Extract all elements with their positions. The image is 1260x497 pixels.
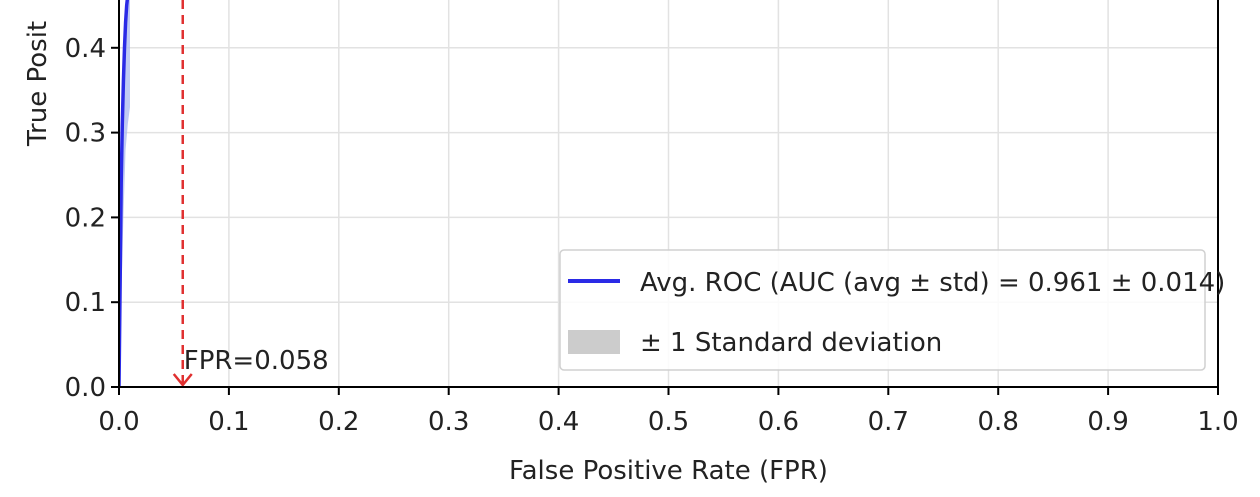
x-tick-label: 0.5 [648, 407, 689, 437]
x-tick-label: 0.8 [978, 407, 1019, 437]
x-tick-label: 0.9 [1087, 407, 1128, 437]
series-layer [119, 0, 130, 387]
legend-box [559, 249, 1206, 371]
x-tick-label: 0.2 [318, 407, 359, 437]
x-ticks: 0.0 0.1 0.2 0.3 0.4 0.5 0.6 0.7 0.8 0.9 1.0 [98, 387, 1239, 437]
legend-std-swatch [568, 330, 620, 354]
x-tick-label: 1.0 [1197, 407, 1238, 437]
x-axis-label: False Positive Rate (FPR) [509, 456, 828, 486]
avg-roc-line [119, 0, 130, 387]
y-tick-label: 0.1 [65, 288, 106, 318]
legend: Avg. ROC (AUC (avg ± std) = 0.961 ± 0.01… [559, 249, 1225, 371]
x-tick-label: 0.7 [868, 407, 909, 437]
fpr-annotation: FPR=0.058 [184, 346, 329, 376]
x-tick-label: 0.4 [538, 407, 579, 437]
x-tick-label: 0.1 [208, 407, 249, 437]
x-tick-label: 0.3 [428, 407, 469, 437]
y-tick-label: 0.3 [65, 119, 106, 149]
y-axis-label: True Posit [23, 21, 53, 147]
std-band-layer [119, 0, 130, 387]
y-tick-label: 0.2 [65, 203, 106, 233]
x-tick-label: 0.0 [98, 407, 139, 437]
fpr-threshold-arrow [172, 373, 193, 387]
y-tick-label: 0.0 [65, 373, 106, 403]
x-tick-label: 0.6 [758, 407, 799, 437]
legend-roc-label: Avg. ROC (AUC (avg ± std) = 0.961 ± 0.01… [640, 268, 1225, 298]
std-band [119, 0, 130, 387]
threshold-layer [172, 0, 193, 387]
y-tick-label: 0.4 [65, 34, 106, 64]
y-ticks: 0.0 0.1 0.2 0.3 0.4 [65, 34, 119, 403]
legend-std-label: ± 1 Standard deviation [640, 328, 942, 358]
